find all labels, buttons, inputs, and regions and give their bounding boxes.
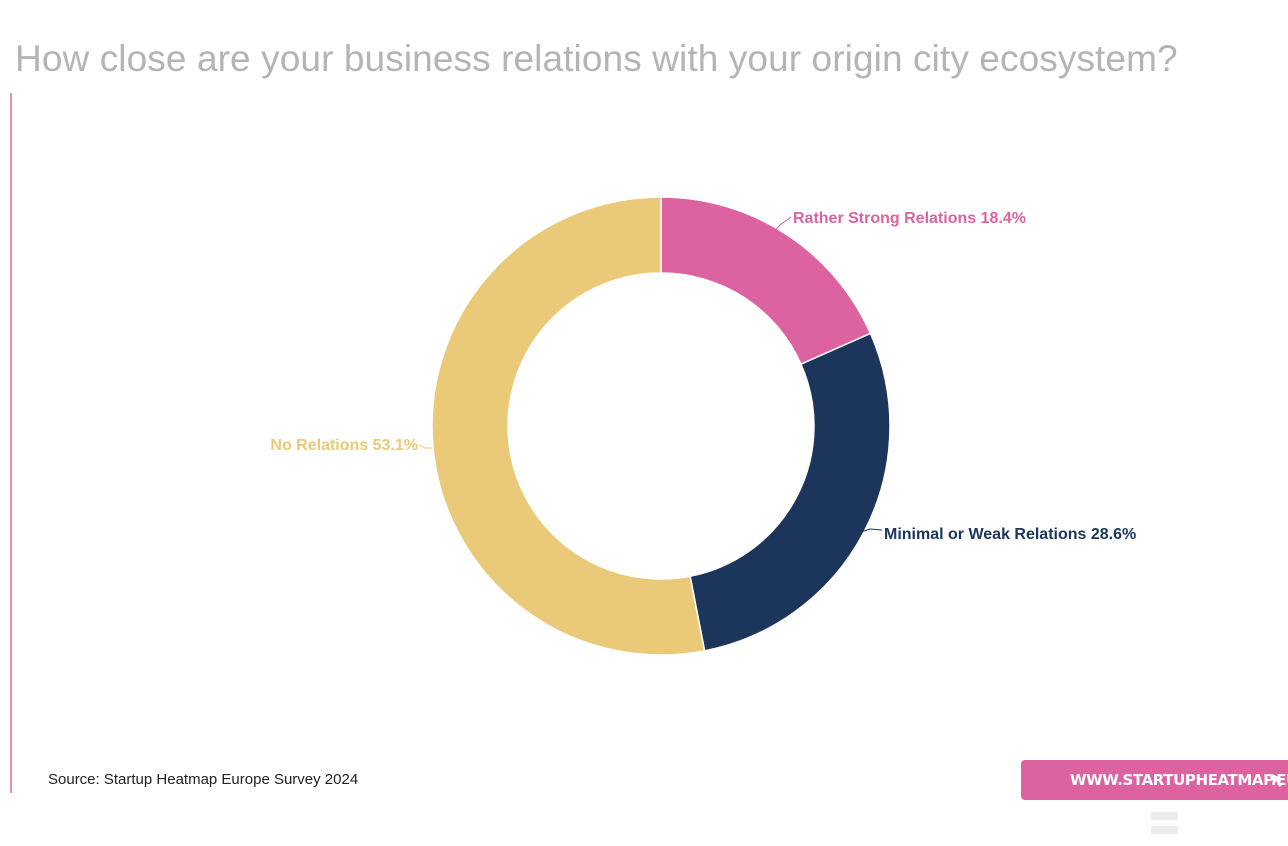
donut-slice-no-relations bbox=[431, 196, 706, 656]
donut-slice-minimal-or-weak-relations bbox=[689, 332, 891, 652]
slice-label: Rather Strong Relations 18.4% bbox=[793, 210, 1026, 227]
menu-icon[interactable] bbox=[1151, 812, 1178, 842]
leader-line bbox=[767, 216, 792, 239]
leader-line bbox=[418, 444, 432, 449]
leader-line bbox=[857, 528, 883, 534]
cursor-icon bbox=[1272, 774, 1283, 787]
chart-title: How close are your business relations wi… bbox=[15, 38, 1178, 79]
source-note: Source: Startup Heatmap Europe Survey 20… bbox=[48, 771, 359, 788]
slice-label: No Relations 53.1% bbox=[270, 437, 418, 454]
accent-rule bbox=[10, 93, 12, 793]
website-link-label: WWW.STARTUPHEATMAP.EU bbox=[1070, 771, 1288, 789]
website-link-button[interactable]: WWW.STARTUPHEATMAP.EU bbox=[1021, 760, 1288, 800]
slice-label: Minimal or Weak Relations 28.6% bbox=[884, 526, 1136, 543]
